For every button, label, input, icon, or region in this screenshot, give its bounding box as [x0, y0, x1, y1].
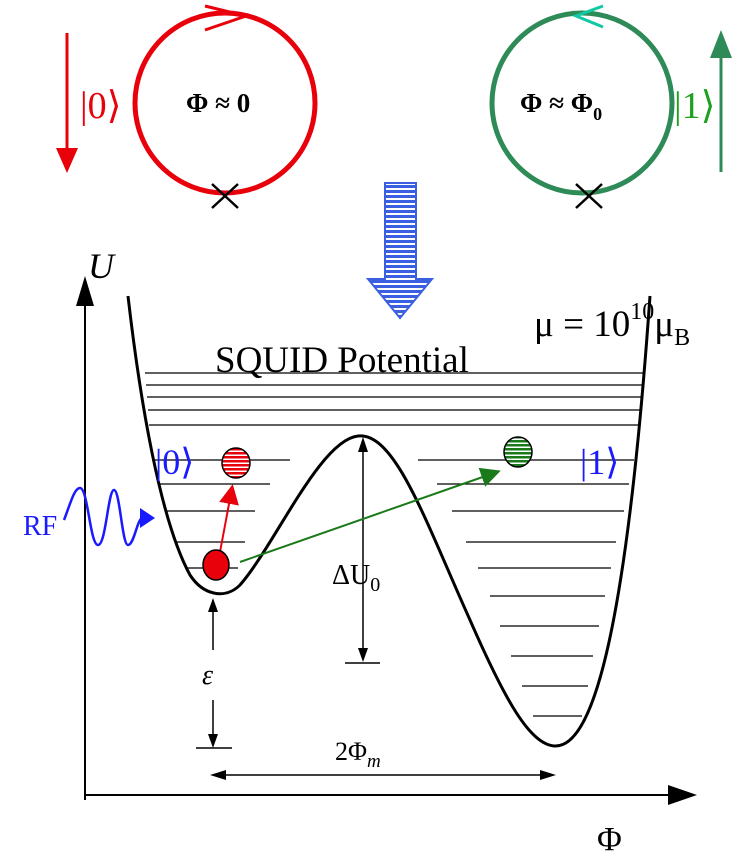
right-junction-cross-icon — [575, 183, 603, 209]
left-flux-loop: |0⟩ Φ ≈ 0 — [56, 4, 318, 209]
rf-drive: RF — [23, 486, 155, 547]
barrier-height-marker: ΔU0 — [332, 437, 380, 664]
x-axis-label: Φ — [597, 821, 622, 858]
right-flux-label: Φ ≈ Φ0 — [520, 88, 602, 124]
potential-ket-left: |0⟩ — [155, 442, 194, 482]
asymmetry-arrow-down — [208, 734, 218, 748]
separation-arrow-right — [540, 770, 556, 780]
potential-title: SQUID Potential — [215, 340, 469, 381]
potential-axes: U Φ — [76, 246, 697, 858]
y-axis-arrowhead — [76, 276, 94, 306]
right-ket-label: |1⟩ — [674, 85, 715, 127]
right-loop-direction-chevron — [571, 4, 604, 29]
ground-state-particle — [202, 549, 230, 581]
barrier-arrow-up — [358, 437, 368, 452]
asymmetry-arrow-up — [208, 598, 218, 612]
barrier-label: ΔU0 — [332, 560, 380, 596]
state-one-particle-right — [503, 436, 533, 468]
right-flux-loop: Φ ≈ Φ0 |1⟩ — [489, 4, 732, 209]
left-loop-direction-chevron — [204, 4, 252, 32]
potential-ket-right: |1⟩ — [580, 442, 619, 482]
left-junction-cross-icon — [211, 183, 239, 209]
energy-levels — [145, 372, 644, 717]
left-current-arrowhead — [56, 148, 78, 173]
asymmetry-label: ε — [202, 660, 213, 691]
left-ket-label: |0⟩ — [80, 85, 121, 127]
rf-arrowhead — [140, 508, 155, 528]
rf-excitation-arrow — [219, 484, 239, 553]
asymmetry-marker: ε — [196, 598, 232, 749]
magnetic-moment-label: μ = 1010μB — [534, 299, 690, 351]
left-loop-ring — [132, 10, 318, 196]
tunneling-arrow — [239, 467, 501, 563]
potential-curve — [126, 295, 652, 748]
x-axis-arrowhead — [668, 785, 697, 805]
y-axis-label: U — [88, 246, 116, 286]
well-separation-marker: 2Φm — [210, 737, 556, 780]
excited-state-particle-left — [221, 447, 251, 479]
right-current-arrowhead — [710, 30, 732, 58]
left-flux-label: Φ ≈ 0 — [186, 88, 250, 118]
separation-label: 2Φm — [335, 737, 381, 772]
transform-down-arrow-icon — [365, 182, 435, 320]
barrier-arrow-down — [358, 648, 368, 662]
rf-wave-icon — [62, 486, 143, 547]
rf-label: RF — [23, 511, 57, 542]
separation-arrow-left — [210, 770, 226, 780]
